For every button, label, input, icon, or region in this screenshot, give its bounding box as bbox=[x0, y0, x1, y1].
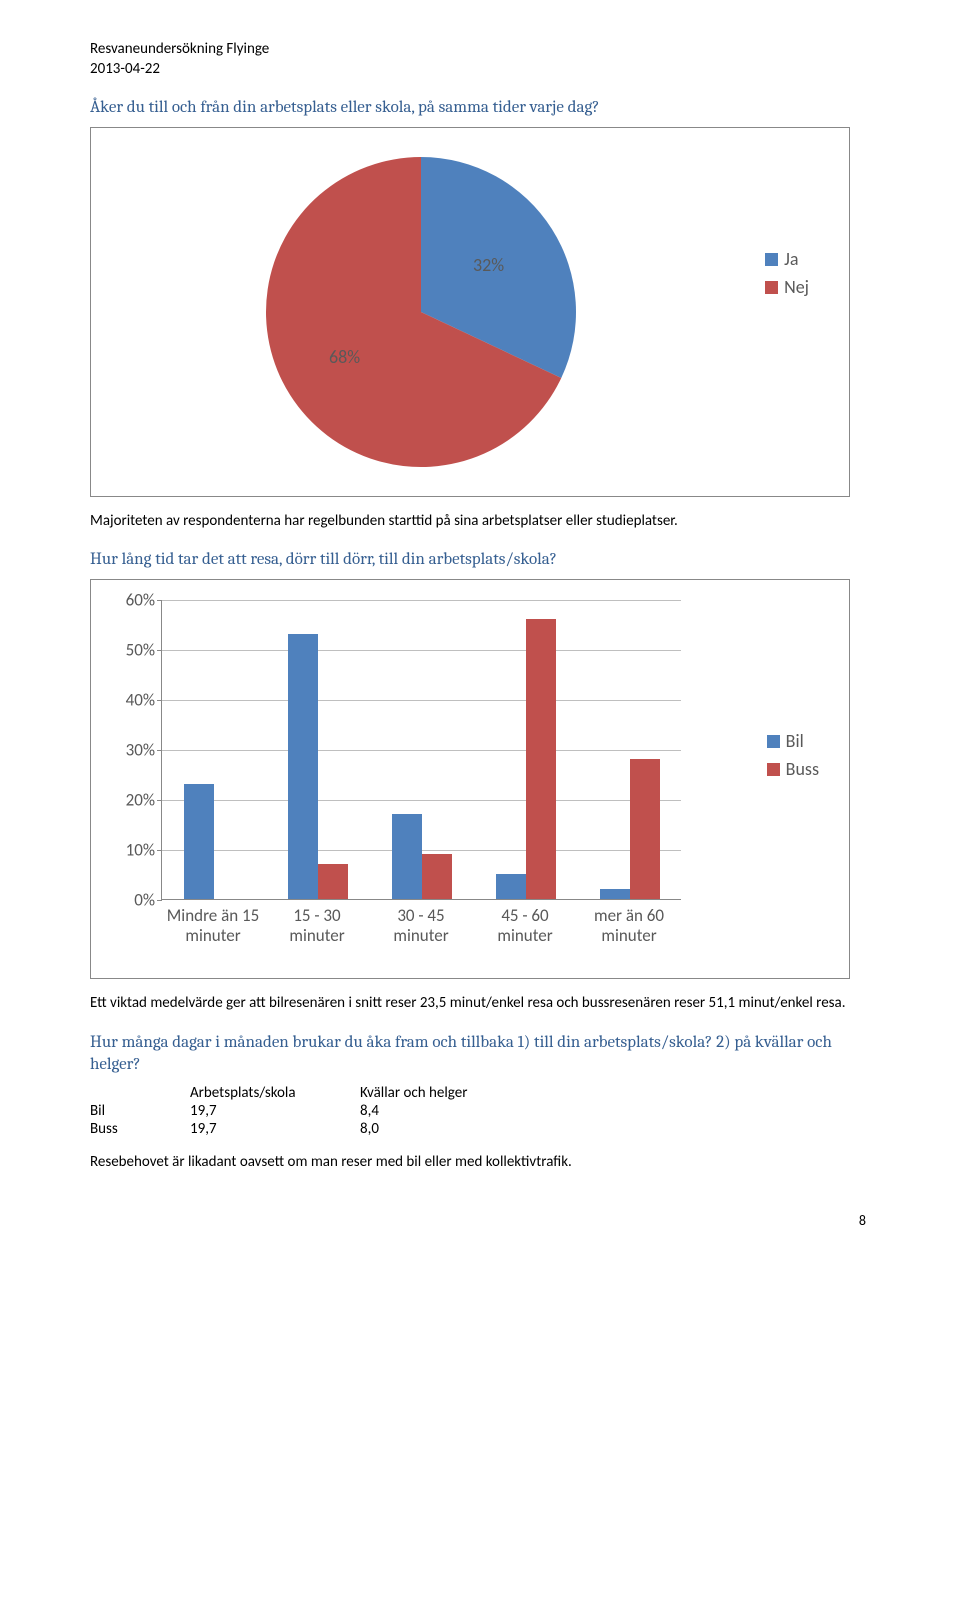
y-axis-label: 50% bbox=[111, 640, 155, 661]
legend-label: Ja bbox=[784, 248, 798, 270]
bar bbox=[526, 619, 556, 899]
legend-swatch bbox=[765, 253, 778, 266]
table-cell: Buss bbox=[90, 1120, 190, 1138]
bar-legend: Bil Buss bbox=[767, 730, 819, 786]
table-header-cell bbox=[90, 1084, 190, 1102]
table-cell: 19,7 bbox=[190, 1120, 360, 1138]
x-axis-label: 45 - 60 minuter bbox=[473, 906, 577, 945]
legend-label: Bil bbox=[786, 730, 804, 752]
legend-swatch bbox=[765, 281, 778, 294]
bar bbox=[422, 854, 452, 899]
pie-chart: 32% 68% Ja Nej bbox=[90, 127, 850, 497]
legend-swatch bbox=[767, 735, 780, 748]
table-header-row: Arbetsplats/skolaKvällar och helger bbox=[90, 1084, 870, 1102]
pie-slice-label: 68% bbox=[329, 346, 360, 368]
bar-heading: Hur lång tid tar det att resa, dörr till… bbox=[90, 549, 870, 571]
bar bbox=[318, 864, 348, 899]
bar bbox=[496, 874, 526, 899]
table-body-text: Resebehovet är likadant oavsett om man r… bbox=[90, 1152, 870, 1172]
x-axis-label: Mindre än 15 minuter bbox=[161, 906, 265, 945]
table-cell: 8,0 bbox=[360, 1120, 530, 1138]
y-axis-label: 30% bbox=[111, 740, 155, 761]
table-row: Bil19,78,4 bbox=[90, 1102, 870, 1120]
x-axis-label: 30 - 45 minuter bbox=[369, 906, 473, 945]
legend-item: Nej bbox=[765, 276, 809, 298]
bar-plot-area bbox=[161, 600, 681, 900]
legend-item: Ja bbox=[765, 248, 809, 270]
page-number: 8 bbox=[90, 1212, 870, 1229]
table-header-cell: Arbetsplats/skola bbox=[190, 1084, 360, 1102]
bar bbox=[184, 784, 214, 899]
y-axis-label: 40% bbox=[111, 690, 155, 711]
bar-chart: 0% 10% 20% 30% 40% 50% 60% Mindre än 15 minute… bbox=[90, 579, 850, 979]
legend-item: Buss bbox=[767, 758, 819, 780]
data-table: Arbetsplats/skolaKvällar och helgerBil19… bbox=[90, 1084, 870, 1138]
y-axis-label: 20% bbox=[111, 790, 155, 811]
legend-item: Bil bbox=[767, 730, 819, 752]
y-axis-label: 10% bbox=[111, 840, 155, 861]
doc-date: 2013-04-22 bbox=[90, 60, 870, 80]
legend-label: Buss bbox=[786, 758, 819, 780]
bar bbox=[600, 889, 630, 899]
table-heading: Hur många dagar i månaden brukar du åka … bbox=[90, 1032, 870, 1076]
table-cell: Bil bbox=[90, 1102, 190, 1120]
pie-slice-label: 32% bbox=[473, 254, 504, 276]
bar bbox=[288, 634, 318, 899]
pie-heading: Åker du till och från din arbetsplats el… bbox=[90, 97, 870, 119]
table-header-cell: Kvällar och helger bbox=[360, 1084, 530, 1102]
bar bbox=[392, 814, 422, 899]
pie-body-text: Majoriteten av respondenterna har regelb… bbox=[90, 511, 870, 531]
table-cell: 19,7 bbox=[190, 1102, 360, 1120]
legend-label: Nej bbox=[784, 276, 809, 298]
y-axis-label: 0% bbox=[111, 890, 155, 911]
bar-body-text: Ett viktad medelvärde ger att bilresenär… bbox=[90, 993, 870, 1013]
pie-svg bbox=[261, 152, 581, 472]
table-cell: 8,4 bbox=[360, 1102, 530, 1120]
legend-swatch bbox=[767, 763, 780, 776]
y-axis-label: 60% bbox=[111, 590, 155, 611]
x-axis-label: mer än 60 minuter bbox=[577, 906, 681, 945]
pie-legend: Ja Nej bbox=[765, 248, 809, 304]
x-axis-label: 15 - 30 minuter bbox=[265, 906, 369, 945]
bar bbox=[630, 759, 660, 899]
table-row: Buss19,78,0 bbox=[90, 1120, 870, 1138]
doc-title: Resvaneundersökning Flyinge bbox=[90, 40, 870, 60]
